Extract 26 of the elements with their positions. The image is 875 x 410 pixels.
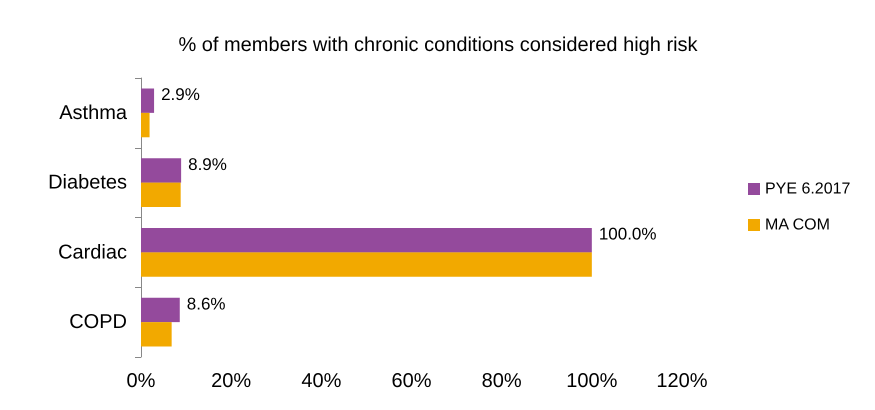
y-tick-label: Cardiac (58, 241, 127, 264)
x-tick-label: 40% (301, 370, 342, 392)
x-tick-label: 100% (566, 370, 618, 392)
bar (141, 322, 172, 347)
bar (141, 112, 150, 138)
bar (141, 182, 181, 208)
chart-title: % of members with chronic conditions considered high risk (178, 34, 699, 56)
y-tick-label: COPD (69, 311, 127, 334)
y-tick-label: Asthma (59, 102, 128, 124)
x-tick-label: 20% (211, 370, 252, 392)
x-tick-label: 120% (656, 370, 708, 392)
data-label: 8.6% (186, 294, 226, 314)
bar (141, 228, 592, 252)
bar (141, 252, 592, 277)
x-tick-label: 80% (482, 370, 522, 392)
x-tick-label: 60% (391, 370, 432, 392)
data-label: 100.0% (598, 224, 657, 244)
legend-label: MA COM (765, 216, 830, 234)
bar (141, 158, 182, 183)
bar (141, 88, 154, 113)
x-tick-label: 0% (126, 370, 156, 392)
data-label: 2.9% (161, 85, 200, 104)
data-label: 8.9% (188, 154, 227, 174)
bar (141, 298, 180, 322)
y-tick-label: Diabetes (48, 172, 127, 194)
legend-label: PYE 6.2017 (765, 180, 850, 198)
